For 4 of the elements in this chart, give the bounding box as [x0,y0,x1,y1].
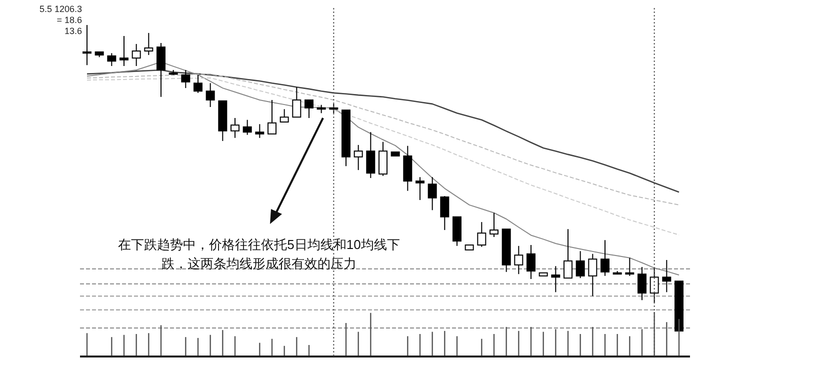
annotation: = 18.6 [56,15,82,25]
text: 5.5 1206.3 [39,4,82,14]
annotation: 在下跌趋势中，价格往往依托5日均线和10均线下跌，这两条均线形成很有效的压力 [118,236,400,273]
annotation: 13.6 [64,26,82,36]
